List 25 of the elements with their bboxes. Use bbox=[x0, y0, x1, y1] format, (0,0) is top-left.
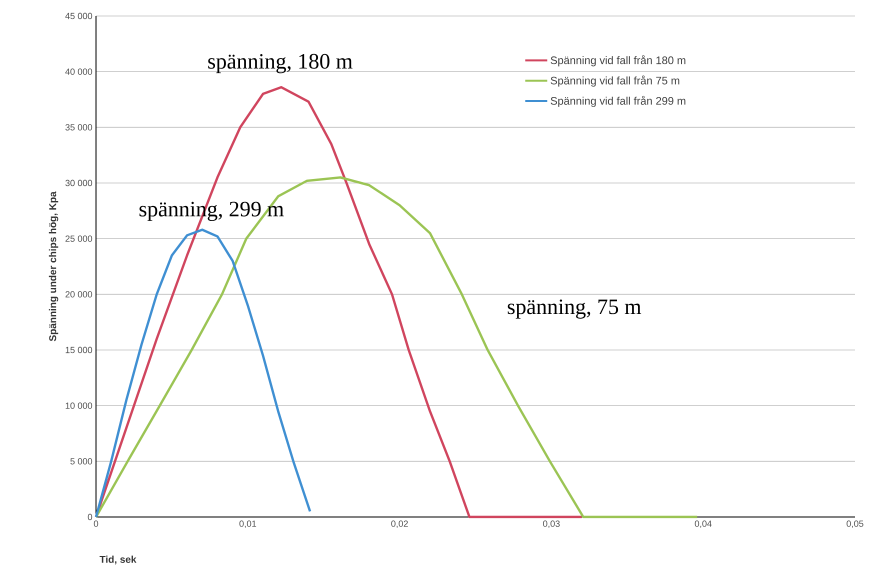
annotation: spänning, 75 m bbox=[508, 299, 642, 319]
legend-label: Spänning vid fall från 180 m bbox=[550, 55, 686, 66]
x-tick-label: 0 bbox=[94, 520, 98, 527]
y-tick-label: 20 000 bbox=[66, 291, 92, 298]
x-tick-label: 0,02 bbox=[391, 520, 408, 528]
y-tick-label: 45 000 bbox=[65, 12, 92, 20]
legend-label: Spänning vid fall från 299 m bbox=[550, 96, 686, 107]
legend-label: Spänning vid fall från 75 m bbox=[550, 76, 680, 87]
line-series bbox=[94, 176, 698, 518]
x-tick-label: 0,01 bbox=[239, 520, 256, 528]
x-axis-title: Tid, sek bbox=[100, 556, 136, 564]
x-tick-label: 0,05 bbox=[846, 520, 864, 528]
y-tick-label: 40 000 bbox=[65, 68, 92, 75]
y-tick-label: 5 000 bbox=[70, 458, 92, 464]
y-tick-label: 25 000 bbox=[66, 235, 92, 242]
x-tick-label: 0,04 bbox=[694, 520, 712, 528]
y-tick-label: 35 000 bbox=[65, 124, 92, 130]
y-tick-label: 0 bbox=[88, 514, 92, 520]
annotation: spänning, 180 m bbox=[208, 54, 352, 74]
y-tick-label: 15 000 bbox=[66, 346, 92, 354]
x-tick-label: 0,03 bbox=[543, 520, 560, 528]
y-tick-label: 30 000 bbox=[65, 180, 92, 186]
line-series bbox=[94, 228, 312, 518]
y-tick-label: 10 000 bbox=[66, 402, 92, 409]
y-axis-title: Spänning under chips hög, Kpa bbox=[48, 191, 58, 342]
